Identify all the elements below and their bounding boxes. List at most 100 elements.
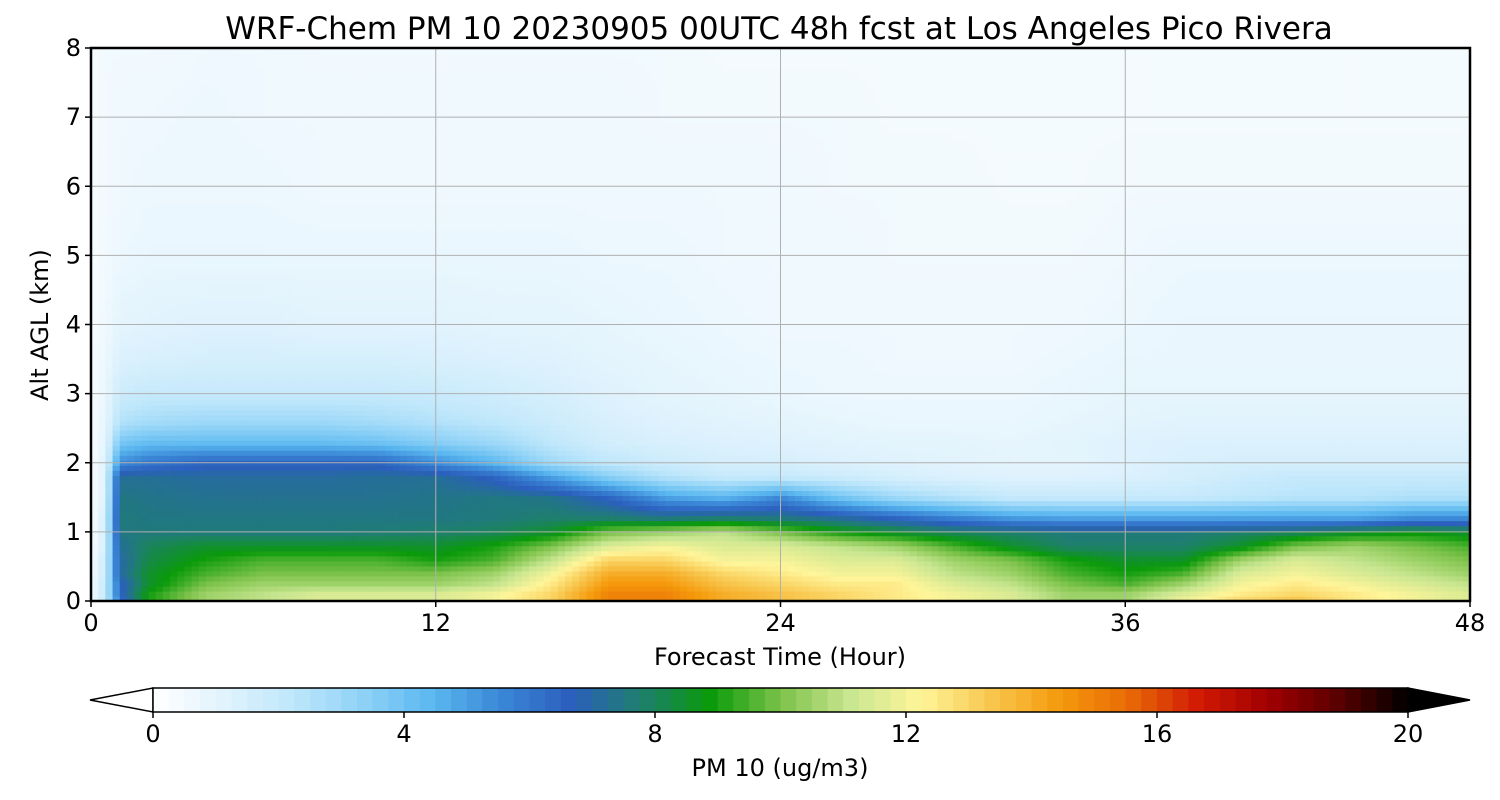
heatmap-cell	[960, 510, 968, 517]
heatmap-cell	[622, 495, 631, 502]
heatmap-cell	[593, 540, 602, 547]
heatmap-cell	[284, 525, 293, 532]
heatmap-cell	[342, 525, 351, 532]
heatmap-cell	[780, 495, 789, 502]
heatmap-cell	[1082, 585, 1090, 592]
heatmap-cell	[1225, 475, 1234, 481]
heatmap-cell	[809, 560, 818, 567]
heatmap-cell	[802, 475, 810, 481]
heatmap-cell	[414, 535, 422, 542]
heatmap-cell	[1340, 490, 1349, 497]
heatmap-cell	[98, 595, 106, 601]
heatmap-cell	[1333, 530, 1342, 537]
heatmap-cell	[1168, 595, 1177, 601]
heatmap-cell	[442, 495, 451, 502]
heatmap-cell	[155, 565, 164, 572]
heatmap-cell	[457, 520, 466, 527]
heatmap-cell	[184, 500, 193, 507]
heatmap-cell	[1448, 560, 1457, 567]
heatmap-cell	[730, 525, 738, 532]
heatmap-cell	[457, 475, 466, 481]
heatmap-cell	[507, 575, 516, 582]
heatmap-cell	[967, 515, 976, 522]
heatmap-cell	[1039, 505, 1047, 512]
heatmap-cell	[658, 575, 667, 582]
heatmap-cell	[1326, 495, 1335, 502]
heatmap-cell	[1347, 470, 1356, 476]
heatmap-cell	[737, 510, 746, 517]
heatmap-cell	[543, 585, 552, 592]
heatmap-cell	[205, 585, 214, 592]
heatmap-cell	[909, 560, 918, 567]
heatmap-cell	[909, 490, 918, 497]
heatmap-cell	[787, 590, 796, 597]
heatmap-cell	[708, 495, 717, 502]
heatmap-cell	[708, 560, 717, 567]
heatmap-cell	[572, 500, 580, 507]
heatmap-cell	[723, 585, 731, 592]
heatmap-cell	[1448, 495, 1457, 502]
heatmap-cell	[220, 550, 229, 557]
heatmap-cell	[220, 540, 229, 547]
heatmap-cell	[464, 515, 473, 522]
heatmap-cell	[981, 510, 990, 517]
heatmap-cell	[335, 545, 343, 552]
heatmap-cell	[1031, 485, 1040, 491]
heatmap-cell	[371, 525, 379, 532]
heatmap-cell	[536, 490, 545, 497]
heatmap-cell	[1060, 555, 1069, 562]
heatmap-cell	[550, 510, 559, 517]
heatmap-cell	[464, 580, 473, 587]
heatmap-cell	[457, 565, 466, 572]
heatmap-cell	[1089, 525, 1098, 532]
heatmap-cell	[1376, 485, 1385, 491]
heatmap-cell	[1412, 560, 1421, 567]
heatmap-cell	[91, 520, 99, 527]
heatmap-cell	[1362, 550, 1371, 557]
heatmap-cell	[270, 580, 279, 587]
heatmap-cell	[1197, 530, 1205, 537]
heatmap-cell	[1125, 565, 1134, 572]
heatmap-cell	[1232, 520, 1241, 527]
heatmap-cell	[1462, 530, 1470, 537]
heatmap-cell	[1110, 520, 1119, 527]
heatmap-cell	[995, 595, 1004, 601]
heatmap-cell	[794, 580, 803, 587]
heatmap-cell	[105, 560, 114, 567]
heatmap-cell	[105, 515, 114, 522]
heatmap-cell	[170, 495, 178, 502]
heatmap-cell	[1412, 535, 1421, 542]
heatmap-cell	[478, 540, 487, 547]
heatmap-cell	[1204, 555, 1213, 562]
heatmap-cell	[457, 560, 466, 567]
heatmap-cell	[205, 540, 214, 547]
heatmap-cell	[98, 490, 106, 497]
heatmap-cell	[881, 485, 889, 491]
heatmap-cell	[1462, 505, 1470, 512]
heatmap-cell	[399, 535, 408, 542]
heatmap-cell	[119, 520, 128, 527]
heatmap-cell	[91, 490, 99, 497]
heatmap-cell	[1398, 595, 1406, 601]
heatmap-cell	[967, 575, 976, 582]
heatmap-cell	[1247, 510, 1256, 517]
heatmap-cell	[292, 550, 300, 557]
heatmap-cell	[679, 495, 688, 502]
heatmap-cell	[227, 525, 236, 532]
heatmap-cell	[751, 515, 760, 522]
heatmap-cell	[1039, 535, 1047, 542]
heatmap-cell	[342, 475, 351, 481]
heatmap-cell	[1462, 535, 1470, 542]
heatmap-cell	[141, 535, 150, 542]
heatmap-cell	[895, 515, 904, 522]
heatmap-cell	[112, 575, 121, 582]
heatmap-cell	[414, 500, 422, 507]
heatmap-cell	[1319, 525, 1327, 532]
heatmap-cell	[1297, 565, 1306, 572]
heatmap-cell	[1369, 575, 1378, 582]
heatmap-cell	[471, 575, 480, 582]
heatmap-cell	[191, 565, 200, 572]
heatmap-cell	[1110, 525, 1119, 532]
heatmap-cell	[622, 500, 631, 507]
heatmap-cell	[1103, 510, 1112, 517]
